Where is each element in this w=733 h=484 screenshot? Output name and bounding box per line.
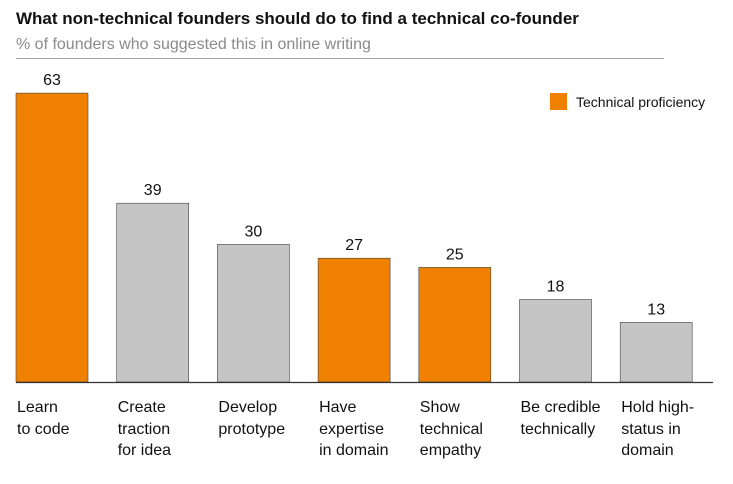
- category-label-6: Hold high- status in domain: [621, 399, 695, 459]
- bar-0: [15, 92, 89, 383]
- bar-5: [519, 299, 592, 383]
- category-label-2: Develop prototype: [218, 399, 286, 438]
- category-label-5: Be credible technically: [520, 399, 601, 438]
- bar-4: [418, 267, 492, 383]
- legend-label: Technical proficiency: [576, 93, 706, 110]
- category-label-4: Show technical empathy: [419, 399, 483, 459]
- data-label-4: 25: [446, 246, 464, 263]
- bar-3: [317, 257, 391, 383]
- data-label-6: 13: [647, 301, 665, 318]
- bar-1: [116, 202, 189, 383]
- data-label-1: 39: [144, 182, 162, 199]
- bar-6: [619, 322, 693, 383]
- category-label-0: Learn to code: [17, 399, 70, 438]
- bar-2: [217, 244, 290, 383]
- legend: Technical proficiency: [550, 93, 705, 110]
- title-divider: [16, 58, 664, 59]
- category-label-1: Create traction for idea: [117, 399, 172, 459]
- legend-swatch: [550, 93, 567, 110]
- data-label-2: 30: [245, 223, 263, 240]
- data-label-3: 27: [345, 237, 363, 254]
- data-label-5: 18: [547, 279, 565, 296]
- chart-title: What non-technical founders should do to…: [16, 9, 579, 28]
- chart-subtitle: % of founders who suggested this in onli…: [16, 36, 371, 53]
- category-label-3: Have expertise in domain: [319, 399, 389, 459]
- data-label-0: 63: [43, 72, 61, 89]
